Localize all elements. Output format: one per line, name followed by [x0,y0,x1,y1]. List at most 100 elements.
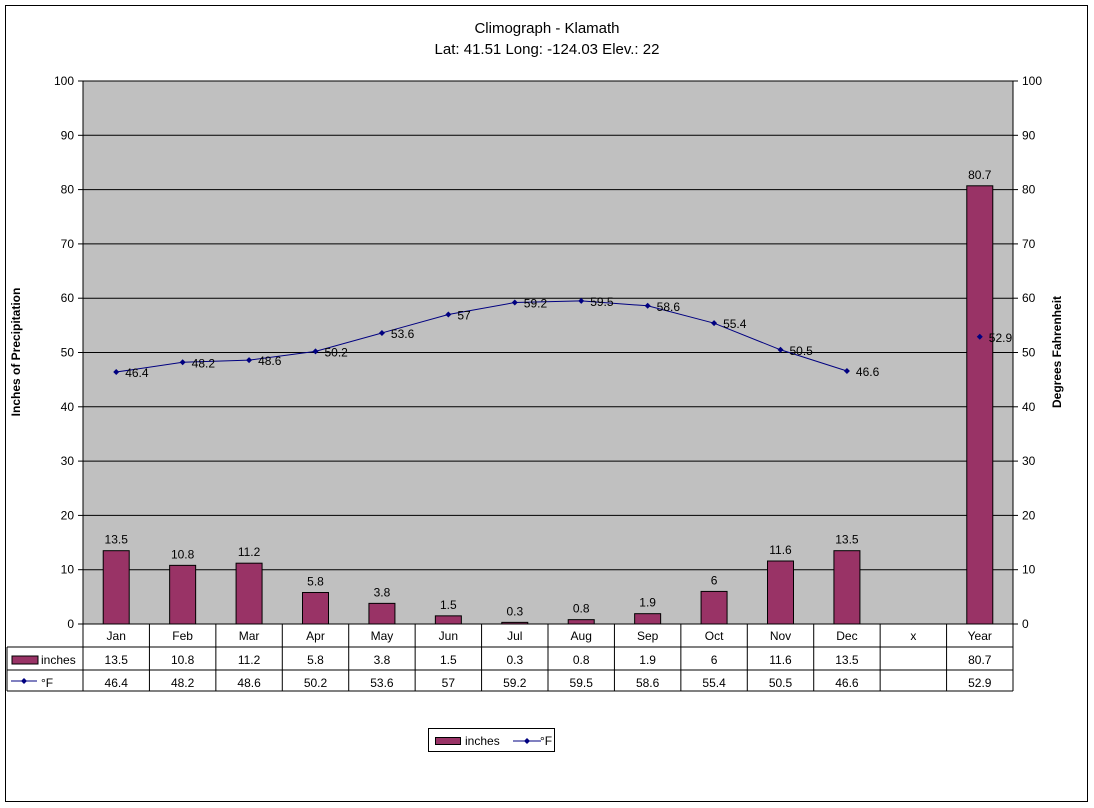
x-tick-label: Nov [770,629,791,643]
table-cell: 0.8 [573,653,590,667]
temperature-point [113,369,120,376]
temperature-point [777,346,784,353]
temperature-point [378,329,385,336]
legend-line-swatch [513,738,541,744]
bar-data-label: 1.5 [440,598,457,612]
table-cell: 1.9 [639,653,656,667]
bar-data-label: 13.5 [835,533,859,547]
temperature-data-label: 57 [457,308,471,322]
x-tick-label: Feb [172,629,193,643]
temperature-point [179,359,186,366]
bar [235,562,263,625]
y-tick-label: 50 [61,346,75,360]
bar [567,619,595,625]
legend: inches °F [428,728,555,752]
y-axis-label: Inches of Precipitation [9,288,23,417]
x-tick-label: Mar [239,629,260,643]
y-tick-label: 100 [54,74,74,88]
y-tick-label: 70 [61,237,75,251]
table-cell: 55.4 [702,676,726,690]
y-tick-label: 20 [61,508,75,522]
bar [700,590,728,625]
x-tick-label: Oct [705,629,724,643]
y-tick-label: 40 [61,400,75,414]
temperature-data-label: 52.9 [989,331,1013,345]
bar [102,550,130,625]
table-cell: 59.2 [503,676,527,690]
y2-tick-label: 10 [1022,563,1036,577]
y2-tick-label: 80 [1022,183,1036,197]
table-cell: 59.5 [570,676,594,690]
bar [833,550,861,625]
temperature-data-label: 55.4 [723,317,747,331]
x-tick-label: Jun [439,629,458,643]
legend-bar-label: inches [465,734,500,748]
table-cell: 46.4 [105,676,129,690]
x-tick-label: Sep [637,629,659,643]
bar [966,185,994,625]
table-cell: 48.2 [171,676,195,690]
bar [169,564,197,625]
table-cell: 53.6 [370,676,394,690]
temperature-point [976,333,983,340]
x-tick-label: May [371,629,394,643]
table-cell: 10.8 [171,653,195,667]
bar-data-label: 1.9 [639,596,656,610]
bar-data-label: 11.6 [769,543,792,557]
table-legend-line-marker [21,678,27,684]
x-tick-label: Aug [571,629,592,643]
bar-data-label: 13.5 [105,533,129,547]
y2-tick-label: 70 [1022,237,1036,251]
temperature-data-label: 50.2 [325,345,349,359]
table-cell: 57 [442,676,456,690]
temperature-data-label: 46.4 [125,366,149,380]
table-cell: 50.2 [304,676,328,690]
bar [767,560,794,625]
table-cell: 6 [711,653,718,667]
chart-subtitle: Lat: 41.51 Long: -124.03 Elev.: 22 [434,41,660,58]
y-tick-label: 30 [61,454,75,468]
table-cell: 50.5 [769,676,793,690]
table-cell: 11.2 [238,653,261,667]
y-tick-label: 90 [61,128,75,142]
legend-bar-swatch [435,737,461,745]
temperature-data-label: 59.2 [524,297,548,311]
y2-tick-label: 90 [1022,128,1036,142]
y-tick-label: 80 [61,183,75,197]
chart-title: Climograph - Klamath [474,20,620,37]
y2-tick-label: 40 [1022,400,1036,414]
temperature-point [644,302,651,309]
x-tick-label: Jan [107,629,126,643]
table-cell: 13.5 [105,653,129,667]
table-cell: 48.6 [237,676,261,690]
x-tick-label: Apr [306,629,325,643]
table-cell: 46.6 [835,676,859,690]
temperature-line [116,300,848,373]
temperature-data-label: 59.5 [590,295,614,309]
x-tick-label: Dec [836,629,857,643]
x-tick-label: x [910,629,916,643]
temperature-point [246,357,253,364]
temperature-data-label: 46.6 [856,365,880,379]
legend-line-label: °F [540,734,553,748]
bar [302,592,329,625]
table-cell: 80.7 [968,653,992,667]
bar-data-label: 6 [711,573,718,587]
temperature-data-label: 58.6 [657,300,681,314]
bar-data-label: 5.8 [307,575,324,589]
y-tick-label: 10 [61,563,75,577]
bar [634,613,662,625]
bar [368,602,396,625]
x-tick-label: Jul [507,629,522,643]
table-row-label: inches [41,653,76,667]
temperature-point [511,299,518,306]
y-tick-label: 0 [67,617,74,631]
x-tick-label: Year [968,629,992,643]
table-cell: 52.9 [968,676,992,690]
table-cell: 11.6 [769,653,792,667]
temperature-data-label: 50.5 [790,344,814,358]
bar-data-label: 11.2 [238,545,261,559]
bar [434,615,462,625]
chart-title-block: Climograph - Klamath Lat: 41.51 Long: -1… [0,18,1094,60]
